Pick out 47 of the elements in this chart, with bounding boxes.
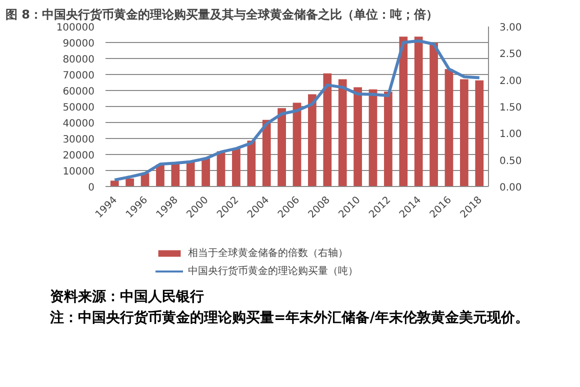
bar	[171, 164, 180, 186]
bar	[262, 120, 271, 186]
text: 注：中国央行货币黄金的理论购买量=年末外汇储备/年末伦敦黄金美元现价。	[49, 308, 529, 328]
bar	[156, 164, 164, 186]
bar	[460, 79, 468, 186]
bar	[247, 140, 256, 186]
y2-tick-label: 3.00	[500, 22, 522, 34]
y-tick-label: 0	[88, 182, 95, 194]
line-series	[113, 39, 481, 182]
y-tick-label: 10000	[62, 166, 94, 178]
bar	[368, 89, 378, 186]
bar	[430, 43, 438, 186]
bar	[110, 180, 119, 186]
bar	[399, 36, 408, 186]
y2-tick-label: 2.50	[500, 49, 522, 60]
text: 资料来源：中国人民银行	[49, 288, 205, 307]
bar	[354, 87, 362, 186]
bar	[384, 92, 392, 186]
bar	[126, 178, 134, 186]
y-tick-label: 80000	[62, 54, 94, 66]
y-tick-label: 100000	[56, 22, 95, 34]
bar	[444, 69, 454, 186]
y2-tick-label: 2.00	[500, 76, 522, 87]
y-tick-label: 40000	[62, 118, 94, 130]
bar	[414, 36, 423, 186]
bar	[323, 73, 332, 186]
y-tick-label: 70000	[62, 70, 94, 82]
bar	[186, 162, 195, 186]
y-tick-label: 90000	[62, 38, 94, 50]
legend-label: 中国央行货币黄金的理论购买量（吨）	[188, 264, 358, 278]
y-tick-label: 30000	[62, 134, 94, 146]
bar	[292, 102, 302, 186]
y-tick-label: 20000	[62, 150, 94, 162]
bar	[278, 108, 286, 186]
y2-tick-label: 0.00	[500, 182, 522, 194]
y2-tick-label: 0.50	[500, 156, 522, 167]
y-tick-label: 50000	[62, 102, 94, 114]
bar	[308, 94, 316, 186]
y2-tick-label: 1.00	[500, 129, 522, 140]
chart-title: 图 8：中国央行货币黄金的理论购买量及其与全球黄金储备之比（单位：吨；倍）	[6, 8, 438, 22]
y2-tick-label: 1.50	[500, 102, 522, 114]
y-tick-label: 60000	[62, 86, 94, 98]
bar	[475, 80, 484, 186]
bar	[232, 148, 240, 186]
bar	[202, 158, 210, 186]
bar	[338, 79, 347, 186]
legend-label: 相当于全球黄金储备的倍数（右轴）	[188, 246, 348, 260]
